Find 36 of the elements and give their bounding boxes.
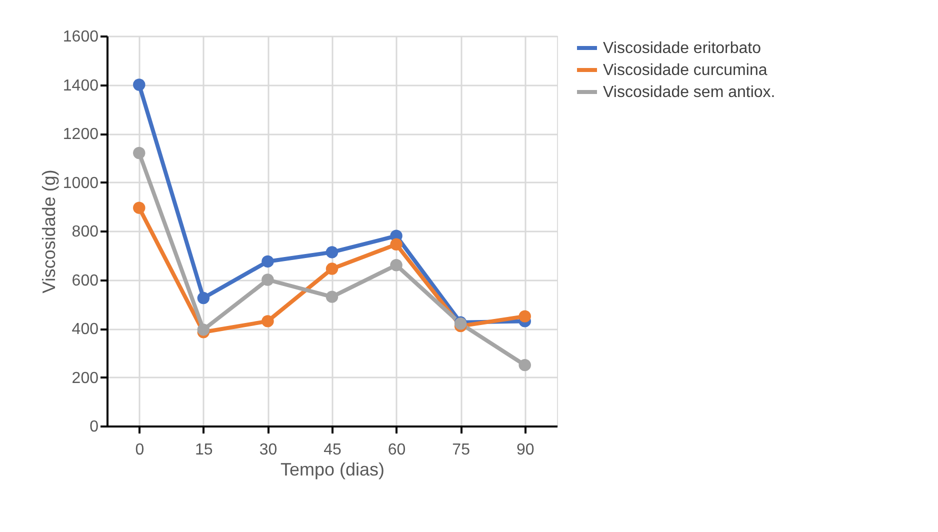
y-tick-label: 1200: [62, 126, 99, 143]
x-tick-label: 90: [516, 442, 534, 458]
point: [133, 78, 146, 91]
point: [326, 262, 338, 275]
point: [262, 315, 274, 328]
point: [390, 238, 402, 251]
y-tick-label: 400: [72, 321, 99, 338]
y-tick-label: 1600: [62, 28, 99, 46]
y-tick-label: 200: [72, 370, 99, 387]
legend-label: Viscosidade sem antiox.: [603, 84, 776, 101]
x-tick-label: 45: [324, 442, 342, 458]
legend-label: Viscosidade eritorbato: [603, 40, 762, 57]
point: [326, 290, 338, 303]
point: [518, 310, 531, 322]
point: [133, 146, 146, 160]
point: [326, 246, 338, 258]
point: [262, 274, 274, 286]
x-tick-label: 75: [452, 442, 470, 458]
y-axis-title: Viscosidade (g): [38, 170, 59, 294]
y-tick-label: 1000: [62, 174, 99, 192]
point: [262, 255, 274, 268]
x-tick-label: 30: [259, 442, 278, 458]
x-axis-title: Tempo (dias): [280, 460, 385, 480]
x-tick-label: 0: [135, 442, 144, 458]
y-tick-label: 1400: [62, 77, 99, 94]
point: [518, 358, 531, 372]
y-tick-label: 600: [72, 272, 99, 290]
y-tick-label: 800: [72, 224, 99, 240]
point: [197, 324, 210, 336]
point: [197, 292, 210, 304]
x-tick-label: 60: [388, 442, 406, 458]
legend-label: Viscosidade curcumina: [603, 62, 768, 79]
x-tick-label: 15: [195, 442, 213, 458]
point: [390, 259, 402, 272]
y-tick-label: 0: [90, 418, 99, 436]
point: [133, 202, 146, 214]
